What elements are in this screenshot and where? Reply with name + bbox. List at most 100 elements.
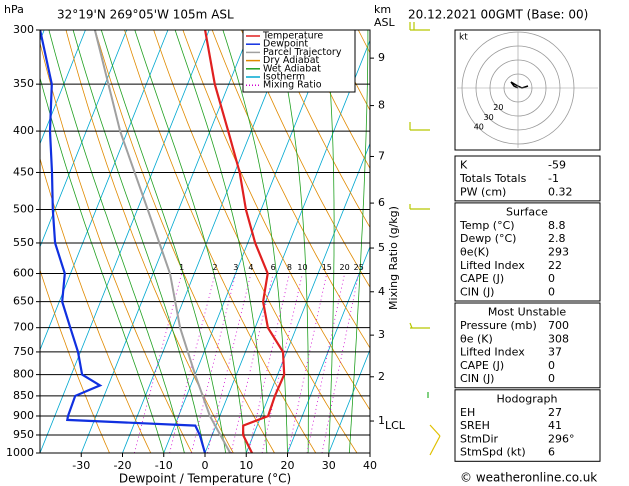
table-value: 0 [548, 372, 555, 385]
wet-adiabat [349, 30, 369, 453]
table-label: Lifted Index [460, 346, 525, 359]
table-value: 8.8 [548, 219, 566, 232]
table-value: 296° [548, 432, 575, 445]
mixing-ratio-label: 4 [248, 263, 253, 272]
y-tick-label: 450 [13, 165, 34, 178]
table-value: 27 [548, 406, 562, 419]
table-label: StmSpd (kt) [460, 446, 526, 459]
table-label: CIN (J) [460, 285, 494, 298]
table-value: 0 [548, 359, 555, 372]
isotherm-grid [80, 30, 251, 453]
hodograph-ring-label: 40 [474, 123, 484, 132]
legend-label: Mixing Ratio [263, 80, 322, 91]
legend-label: Wet Adiabat [263, 63, 321, 74]
table-box [454, 155, 601, 202]
table-value: 0 [548, 285, 555, 298]
table-label: PW (cm) [460, 185, 506, 198]
table-value: 308 [548, 332, 569, 345]
legend-label: Temperature [262, 31, 323, 42]
x-tick-label: 10 [239, 459, 253, 472]
table-value: 22 [548, 259, 562, 272]
wind-barbs [409, 22, 441, 456]
table-label: θe (K) [460, 332, 493, 345]
x-tick-label: -30 [72, 459, 90, 472]
mixing-ratio-line [306, 273, 345, 453]
isotherm-grid [122, 30, 293, 453]
table-label: SREH [460, 419, 490, 432]
profile-line [40, 30, 207, 453]
isotherm [0, 30, 3, 453]
table-label: CIN (J) [460, 372, 494, 385]
isotherm-grid [163, 30, 334, 453]
y-tick-label: 850 [13, 389, 34, 402]
mixing-ratio-label: 6 [271, 263, 276, 272]
dry-adiabat [182, 30, 370, 411]
table-label: Pressure (mb) [460, 319, 537, 332]
table-value: 41 [548, 419, 562, 432]
mixing-ratio-label: 10 [297, 263, 307, 272]
km-label: ASL [374, 16, 396, 29]
x-tick-label: 20 [281, 459, 295, 472]
dry-adiabat [270, 30, 370, 229]
dry-adiabat [621, 30, 629, 453]
x-axis-label: Dewpoint / Temperature (°C) [119, 472, 291, 486]
location: 32°19'N 269°05'W 105m ASL [57, 8, 234, 22]
table-title: Most Unstable [488, 306, 567, 319]
y-tick-label: 350 [13, 77, 34, 90]
wet-adiabat [134, 30, 247, 453]
table-label: K [460, 159, 468, 172]
mixing-ratio-label: 3 [233, 263, 238, 272]
legend-label: Dry Adiabat [263, 55, 320, 66]
table-value: 700 [548, 319, 569, 332]
dry-adiabat [299, 30, 370, 170]
y-tick-label: 950 [13, 428, 34, 441]
table-value: 293 [548, 245, 569, 258]
hodograph-frame [454, 29, 601, 151]
x-tick-label: 30 [322, 459, 336, 472]
profile-line [204, 30, 286, 453]
km-tick-label: 5 [378, 241, 385, 254]
y-tick-label: 650 [13, 295, 34, 308]
mixing-ratio-axis-label: Mixing Ratio (g/kg) [387, 206, 400, 310]
mixing-ratio-label: 25 [354, 263, 364, 272]
y-tick-label: 750 [13, 345, 34, 358]
km-tick-label: 2 [378, 370, 385, 383]
table-value: 2.8 [548, 232, 566, 245]
dry-adiabat [211, 30, 370, 349]
x-tick-label: -20 [114, 459, 132, 472]
table-box [454, 202, 601, 302]
table-value: 6 [548, 446, 555, 459]
lcl-label: LCL [385, 419, 406, 432]
mixing-ratio-label: 8 [287, 263, 292, 272]
table-label: CAPE (J) [460, 359, 504, 372]
y-tick-label: 800 [13, 368, 34, 381]
mixing-ratio-label: 1 [179, 263, 184, 272]
wet-adiabat [275, 30, 309, 453]
table-label: θe(K) [460, 245, 489, 258]
table-value: 0.32 [548, 185, 573, 198]
km-label: km [374, 3, 391, 16]
wet-adiabat [48, 30, 185, 453]
table-label: Temp (°C) [459, 219, 515, 232]
mixing-ratio-line [321, 273, 360, 453]
km-tick-label: 4 [378, 285, 385, 298]
table-label: StmDir [460, 432, 499, 445]
y-tick-label: 900 [13, 409, 34, 422]
isotherm-grid [204, 39, 370, 453]
y-tick-label: 500 [13, 202, 34, 215]
wet-adiabat [324, 30, 335, 453]
y-tick-label: 550 [13, 236, 34, 249]
hodograph-unit: kt [459, 33, 468, 43]
isotherm-grid [245, 142, 370, 453]
y-tick-label: 600 [13, 267, 34, 280]
table-box [454, 389, 601, 462]
datetime: 20.12.2021 00GMT (Base: 00) [408, 8, 588, 22]
wet-adiabat [40, 76, 165, 453]
table-title: Surface [506, 206, 548, 219]
km-tick-label: 8 [378, 99, 385, 112]
footer: © weatheronline.co.uk [460, 471, 597, 485]
x-tick-label: -10 [155, 459, 173, 472]
profile-line [93, 30, 232, 453]
legend-box [242, 29, 356, 93]
